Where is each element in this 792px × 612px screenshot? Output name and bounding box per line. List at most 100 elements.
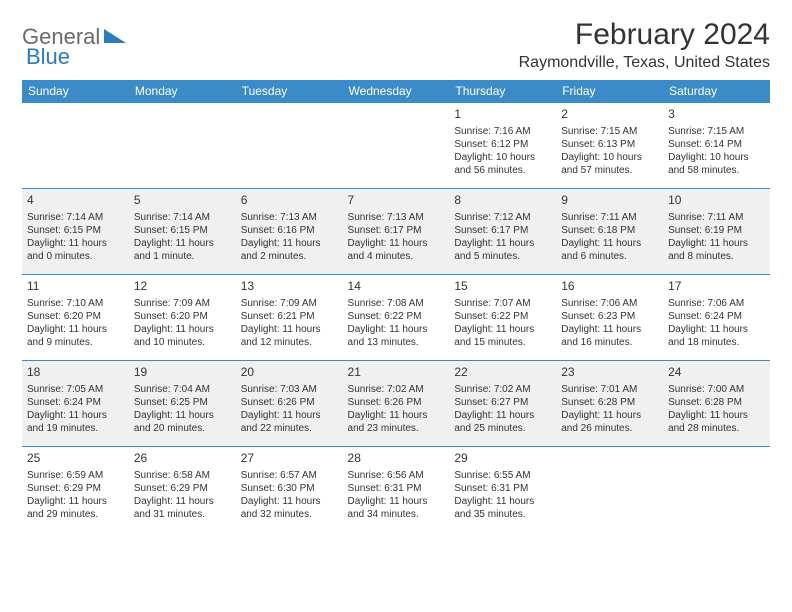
calendar-week-row: 4Sunrise: 7:14 AMSunset: 6:15 PMDaylight… bbox=[22, 189, 770, 275]
weekday-header: Sunday bbox=[22, 80, 129, 103]
day-detail: Sunset: 6:13 PM bbox=[561, 138, 658, 151]
calendar-day-cell: 3Sunrise: 7:15 AMSunset: 6:14 PMDaylight… bbox=[663, 103, 770, 189]
day-number: 20 bbox=[241, 365, 338, 381]
day-detail: and 25 minutes. bbox=[454, 422, 551, 435]
day-detail: Sunset: 6:15 PM bbox=[27, 224, 124, 237]
day-detail: Sunset: 6:25 PM bbox=[134, 396, 231, 409]
day-detail: Sunrise: 7:13 AM bbox=[348, 211, 445, 224]
day-detail: Sunrise: 7:14 AM bbox=[27, 211, 124, 224]
day-detail: Daylight: 11 hours bbox=[668, 237, 765, 250]
day-detail: Sunset: 6:21 PM bbox=[241, 310, 338, 323]
day-detail: Daylight: 11 hours bbox=[561, 409, 658, 422]
day-number: 16 bbox=[561, 279, 658, 295]
weekday-header: Thursday bbox=[449, 80, 556, 103]
day-detail: and 31 minutes. bbox=[134, 508, 231, 521]
day-number: 10 bbox=[668, 193, 765, 209]
day-detail: and 6 minutes. bbox=[561, 250, 658, 263]
weekday-header: Tuesday bbox=[236, 80, 343, 103]
month-title: February 2024 bbox=[519, 18, 770, 52]
calendar-day-cell: 8Sunrise: 7:12 AMSunset: 6:17 PMDaylight… bbox=[449, 189, 556, 275]
calendar-empty-cell bbox=[556, 447, 663, 533]
day-detail: and 12 minutes. bbox=[241, 336, 338, 349]
day-detail: Daylight: 11 hours bbox=[454, 409, 551, 422]
calendar-empty-cell bbox=[663, 447, 770, 533]
title-block: February 2024 Raymondville, Texas, Unite… bbox=[519, 18, 770, 72]
day-detail: and 15 minutes. bbox=[454, 336, 551, 349]
weekday-header-row: SundayMondayTuesdayWednesdayThursdayFrid… bbox=[22, 80, 770, 103]
day-detail: Daylight: 11 hours bbox=[27, 409, 124, 422]
day-detail: Sunrise: 7:06 AM bbox=[561, 297, 658, 310]
calendar-day-cell: 18 Sunrise: 7:05 AMSunset: 6:24 PMDayligh… bbox=[22, 361, 129, 447]
day-number: 23 bbox=[561, 365, 658, 381]
calendar-day-cell: 13Sunrise: 7:09 AMSunset: 6:21 PMDayligh… bbox=[236, 275, 343, 361]
day-number: 12 bbox=[134, 279, 231, 295]
day-detail: Sunset: 6:14 PM bbox=[668, 138, 765, 151]
day-detail: Daylight: 11 hours bbox=[454, 323, 551, 336]
day-detail: Sunset: 6:26 PM bbox=[348, 396, 445, 409]
day-detail: Sunrise: 7:01 AM bbox=[561, 383, 658, 396]
calendar-day-cell: 24Sunrise: 7:00 AMSunset: 6:28 PMDayligh… bbox=[663, 361, 770, 447]
day-detail: and 32 minutes. bbox=[241, 508, 338, 521]
day-detail: Sunrise: 7:03 AM bbox=[241, 383, 338, 396]
day-detail: Daylight: 11 hours bbox=[27, 237, 124, 250]
day-detail: Sunrise: 7:08 AM bbox=[348, 297, 445, 310]
day-detail: and 58 minutes. bbox=[668, 164, 765, 177]
calendar-week-row: 25 Sunrise: 6:59 AMSunset: 6:29 PM Dayligh… bbox=[22, 447, 770, 533]
calendar-day-cell: 21Sunrise: 7:02 AMSunset: 6:26 PMDayligh… bbox=[343, 361, 450, 447]
logo-triangle-icon bbox=[104, 27, 126, 48]
day-detail: Sunset: 6:17 PM bbox=[348, 224, 445, 237]
day-detail: and 19 minutes. bbox=[27, 422, 124, 435]
day-detail: and 29 minutes. bbox=[27, 508, 124, 521]
day-number: 29 bbox=[454, 451, 551, 467]
day-number: 25 bbox=[27, 451, 124, 467]
day-detail: Sunset: 6:29 PM bbox=[27, 482, 124, 495]
day-detail: and 8 minutes. bbox=[668, 250, 765, 263]
day-number: 9 bbox=[561, 193, 658, 209]
day-detail: Sunrise: 7:06 AM bbox=[668, 297, 765, 310]
day-detail: Sunset: 6:26 PM bbox=[241, 396, 338, 409]
calendar-day-cell: 5Sunrise: 7:14 AMSunset: 6:15 PMDaylight… bbox=[129, 189, 236, 275]
day-detail: Sunrise: 7:05 AM bbox=[27, 383, 124, 396]
day-detail: and 56 minutes. bbox=[454, 164, 551, 177]
calendar-day-cell: 9Sunrise: 7:11 AMSunset: 6:18 PMDaylight… bbox=[556, 189, 663, 275]
calendar-week-row: 18Sunrise: 7:05 AMSunset: 6:24 PMDayligh… bbox=[22, 361, 770, 447]
day-number: 28 bbox=[348, 451, 445, 467]
calendar-day-cell: 20Sunrise: 7:03 AMSunset: 6:26 PMDayligh… bbox=[236, 361, 343, 447]
day-detail: Sunset: 6:20 PM bbox=[134, 310, 231, 323]
calendar-empty-cell bbox=[129, 103, 236, 189]
day-detail: Sunset: 6:27 PM bbox=[454, 396, 551, 409]
day-detail: Sunset: 6:17 PM bbox=[454, 224, 551, 237]
calendar-day-cell: 19Sunrise: 7:04 AMSunset: 6:25 PMDayligh… bbox=[129, 361, 236, 447]
day-detail: Sunset: 6:23 PM bbox=[561, 310, 658, 323]
day-detail: Sunset: 6:24 PM bbox=[27, 396, 124, 409]
day-detail: Daylight: 11 hours bbox=[454, 237, 551, 250]
day-number: 4 bbox=[27, 193, 124, 209]
calendar-day-cell: 17Sunrise: 7:06 AMSunset: 6:24 PMDayligh… bbox=[663, 275, 770, 361]
day-detail: Sunrise: 7:13 AM bbox=[241, 211, 338, 224]
day-number: 15 bbox=[454, 279, 551, 295]
calendar-day-cell: 4 Sunrise: 7:14 AMSunset: 6:15 PMDaylight… bbox=[22, 189, 129, 275]
day-number: 11 bbox=[27, 279, 124, 295]
day-detail: Sunset: 6:31 PM bbox=[348, 482, 445, 495]
day-detail: Daylight: 11 hours bbox=[348, 495, 445, 508]
day-detail: Daylight: 11 hours bbox=[241, 495, 338, 508]
day-detail: and 20 minutes. bbox=[134, 422, 231, 435]
calendar-day-cell: 11Sunrise: 7:10 AMSunset: 6:20 PMDayligh… bbox=[22, 275, 129, 361]
weekday-header: Monday bbox=[129, 80, 236, 103]
day-number: 7 bbox=[348, 193, 445, 209]
day-detail: Sunset: 6:28 PM bbox=[668, 396, 765, 409]
calendar-day-cell: 10Sunrise: 7:11 AMSunset: 6:19 PMDayligh… bbox=[663, 189, 770, 275]
day-detail: Sunrise: 6:59 AM bbox=[27, 469, 124, 482]
day-detail: and 13 minutes. bbox=[348, 336, 445, 349]
day-detail: Sunrise: 6:55 AM bbox=[454, 469, 551, 482]
day-number: 18 bbox=[27, 365, 124, 381]
day-detail: Daylight: 11 hours bbox=[668, 409, 765, 422]
day-detail: Daylight: 11 hours bbox=[241, 323, 338, 336]
calendar-day-cell: 6Sunrise: 7:13 AMSunset: 6:16 PMDaylight… bbox=[236, 189, 343, 275]
calendar-day-cell: 12Sunrise: 7:09 AMSunset: 6:20 PMDayligh… bbox=[129, 275, 236, 361]
day-detail: Daylight: 11 hours bbox=[348, 237, 445, 250]
day-detail: Daylight: 11 hours bbox=[134, 409, 231, 422]
weekday-header: Saturday bbox=[663, 80, 770, 103]
day-detail: Sunset: 6:28 PM bbox=[561, 396, 658, 409]
calendar-day-cell: 29Sunrise: 6:55 AMSunset: 6:31 PMDayligh… bbox=[449, 447, 556, 533]
